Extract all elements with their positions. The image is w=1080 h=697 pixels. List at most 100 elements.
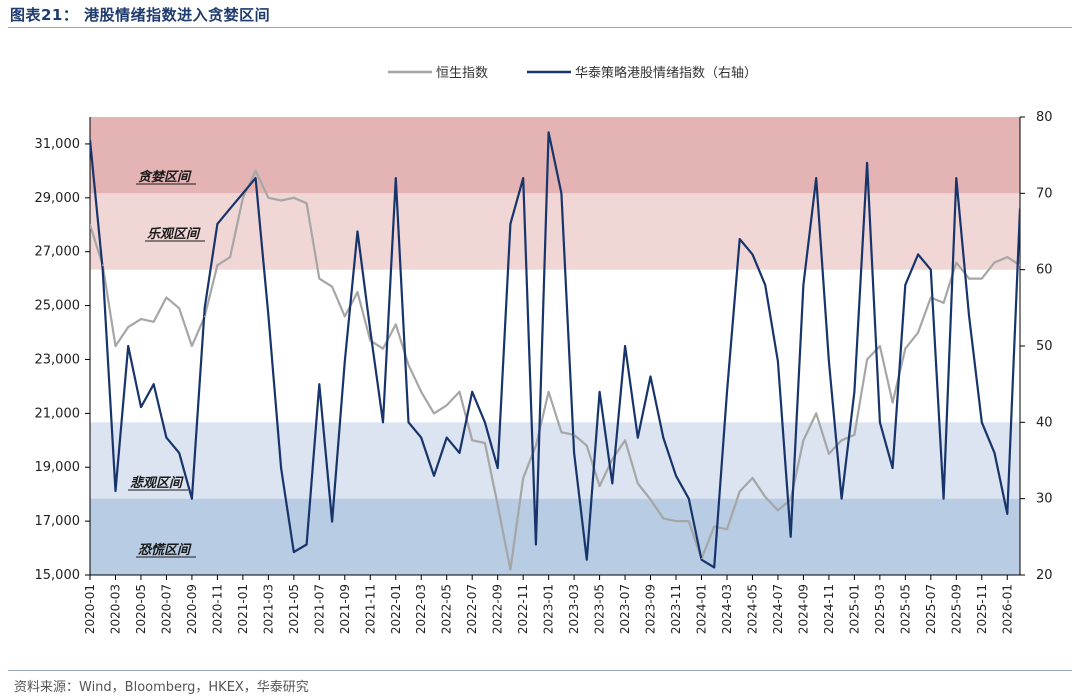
series-point-sentiment xyxy=(815,177,817,179)
series-point-hsi xyxy=(90,223,91,226)
x-tick-label: 2023-11 xyxy=(669,584,683,634)
series-point-sentiment xyxy=(305,543,308,546)
x-tick-label: 2021-11 xyxy=(363,584,377,634)
series-point-sentiment xyxy=(547,131,550,134)
x-tick-label: 2026-01 xyxy=(1000,584,1014,634)
series-point-hsi xyxy=(840,439,843,442)
series-point-sentiment xyxy=(904,284,907,286)
x-tick-label: 2025-05 xyxy=(898,584,912,634)
series-point-hsi xyxy=(267,197,270,199)
x-tick-label: 2024-01 xyxy=(695,584,709,634)
series-point-hsi xyxy=(216,264,219,266)
series-point-hsi xyxy=(930,296,932,299)
x-tick-label: 2020-05 xyxy=(134,584,148,634)
series-point-hsi xyxy=(254,170,257,172)
series-point-hsi xyxy=(815,412,817,415)
series-point-hsi xyxy=(751,477,754,479)
series-point-sentiment xyxy=(764,284,767,286)
y-left-tick-label: 29,000 xyxy=(35,191,81,206)
series-point-sentiment xyxy=(522,177,524,179)
series-point-hsi xyxy=(127,326,130,328)
series-point-sentiment xyxy=(165,436,168,439)
series-point-sentiment xyxy=(484,421,486,424)
series-point-hsi xyxy=(331,285,333,288)
x-tick-label: 2021-05 xyxy=(287,584,301,634)
y-right-tick-label: 40 xyxy=(1036,415,1053,430)
series-point-sentiment xyxy=(280,467,282,469)
series-point-hsi xyxy=(547,391,550,393)
figure-title: 图表21： 港股情绪指数进入贪婪区间 xyxy=(10,6,271,24)
series-point-sentiment xyxy=(891,467,894,469)
series-point-sentiment xyxy=(586,558,588,561)
series-point-sentiment xyxy=(573,452,575,454)
series-point-sentiment xyxy=(445,436,448,439)
series-point-sentiment xyxy=(993,452,996,454)
series-point-sentiment xyxy=(738,238,741,240)
series-point-sentiment xyxy=(968,314,970,317)
series-point-sentiment xyxy=(624,345,626,347)
series-point-hsi xyxy=(726,528,728,530)
series-point-sentiment xyxy=(471,391,473,393)
series-point-sentiment xyxy=(930,268,932,271)
x-tick-label: 2021-01 xyxy=(236,584,250,634)
series-point-sentiment xyxy=(560,192,563,195)
y-left-tick-label: 19,000 xyxy=(35,460,81,475)
x-tick-label: 2023-01 xyxy=(542,584,556,634)
series-point-sentiment xyxy=(662,436,665,439)
title-divider xyxy=(8,27,1072,28)
series-point-hsi xyxy=(369,339,372,342)
series-point-sentiment xyxy=(1019,207,1020,210)
x-tick-label: 2020-03 xyxy=(108,584,122,634)
series-point-sentiment xyxy=(90,139,91,141)
zone-label-3: 悲观区间 xyxy=(130,475,184,491)
series-point-sentiment xyxy=(980,421,983,424)
series-point-sentiment xyxy=(917,253,919,256)
series-point-hsi xyxy=(980,277,983,280)
series-point-sentiment xyxy=(598,391,601,393)
series-point-hsi xyxy=(343,315,346,318)
series-point-sentiment xyxy=(191,497,193,500)
series-point-sentiment xyxy=(649,375,652,378)
series-point-hsi xyxy=(280,199,282,202)
x-tick-label: 2023-09 xyxy=(644,584,658,634)
x-tick-label: 2020-01 xyxy=(83,584,97,634)
series-point-hsi xyxy=(993,261,996,264)
series-point-sentiment xyxy=(203,307,206,309)
series-point-hsi xyxy=(637,482,639,485)
series-point-sentiment xyxy=(242,192,244,195)
legend-label-sentiment: 华泰策略港股情绪指数（右轴） xyxy=(575,65,757,81)
series-point-hsi xyxy=(955,261,958,264)
series-point-hsi xyxy=(152,320,155,323)
series-point-sentiment xyxy=(700,558,703,561)
series-point-hsi xyxy=(917,331,919,334)
x-tick-label: 2025-03 xyxy=(873,584,887,634)
series-point-sentiment xyxy=(114,490,117,492)
legend-label-hsi: 恒生指数 xyxy=(436,66,488,81)
series-point-sentiment xyxy=(356,230,359,233)
series-point-hsi xyxy=(649,498,652,501)
source-divider xyxy=(8,670,1072,671)
series-point-hsi xyxy=(598,485,601,487)
series-point-hsi xyxy=(101,264,104,266)
series-point-hsi xyxy=(433,412,435,415)
series-point-sentiment xyxy=(955,177,958,179)
series-point-sentiment xyxy=(216,223,219,225)
series-point-sentiment xyxy=(331,520,333,523)
series-point-hsi xyxy=(866,358,868,361)
y-left-tick-label: 31,000 xyxy=(35,137,81,152)
series-point-hsi xyxy=(471,439,473,442)
series-point-sentiment xyxy=(101,268,104,271)
series-point-sentiment xyxy=(726,391,728,393)
series-point-hsi xyxy=(560,431,563,434)
y-left-tick-label: 15,000 xyxy=(35,568,81,583)
series-point-hsi xyxy=(522,477,524,479)
y-left-tick-label: 27,000 xyxy=(35,245,81,260)
series-point-sentiment xyxy=(369,329,372,332)
x-tick-label: 2021-09 xyxy=(338,584,352,634)
series-point-hsi xyxy=(420,391,423,393)
series-point-hsi xyxy=(1019,264,1020,266)
series-line-sentiment xyxy=(90,131,1020,569)
series-point-hsi xyxy=(891,401,894,404)
y-left-tick-label: 23,000 xyxy=(35,352,81,367)
series-point-sentiment xyxy=(611,482,614,485)
